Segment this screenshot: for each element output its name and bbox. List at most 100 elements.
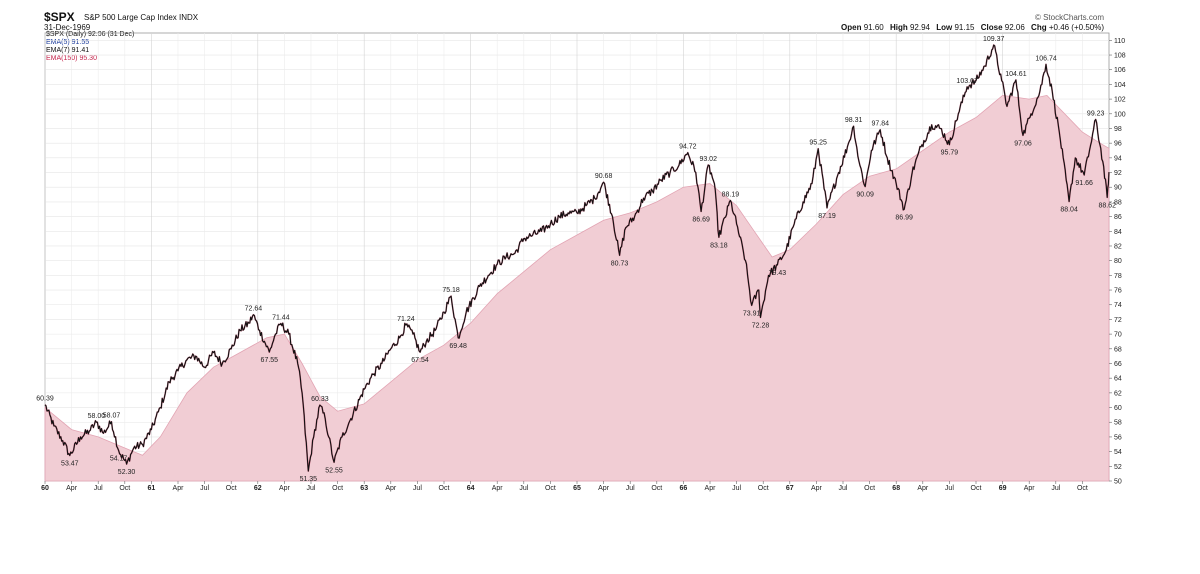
price-annotation: 90.68	[595, 173, 613, 180]
x-tick-label: Apr	[66, 485, 78, 492]
x-tick-label: 68	[892, 485, 900, 492]
price-annotation: 97.06	[1014, 140, 1032, 147]
x-tick-label: 61	[148, 485, 156, 492]
y-tick-label: 52	[1114, 464, 1122, 471]
price-annotation: 79.43	[769, 270, 787, 277]
price-annotation: 95.25	[809, 140, 827, 147]
y-tick-label: 72	[1114, 317, 1122, 324]
x-tick-label: Jul	[626, 485, 635, 492]
price-annotation: 106.74	[1035, 55, 1057, 62]
x-tick-label: Oct	[439, 485, 450, 492]
x-tick-label: Jul	[945, 485, 954, 492]
price-annotation: 87.19	[818, 213, 836, 220]
price-annotation: 52.55	[325, 467, 343, 474]
x-tick-label: Oct	[332, 485, 343, 492]
high-value: 92.94	[909, 23, 931, 32]
chg-label: Chg	[1031, 23, 1047, 32]
y-tick-label: 80	[1114, 258, 1122, 265]
y-axis: 50 52 54 56 58 60 62 64 66 68 70 72 74 76 78 80 82 84 86 88…	[1109, 38, 1126, 486]
x-tick-label: Oct	[758, 485, 769, 492]
price-annotation: 75.18	[442, 287, 460, 294]
y-tick-label: 56	[1114, 434, 1122, 441]
y-tick-label: 110	[1114, 38, 1125, 45]
price-annotation: 60.39	[36, 396, 54, 403]
price-annotation: 72.64	[245, 306, 263, 313]
x-tick-label: Apr	[1024, 485, 1036, 492]
x-tick-label: Apr	[492, 485, 504, 492]
chart-symbol: $SPX	[44, 10, 75, 24]
x-tick-label: Apr	[173, 485, 185, 492]
y-tick-label: 82	[1114, 243, 1122, 250]
price-annotation: 52.30	[118, 469, 136, 476]
y-tick-label: 94	[1114, 155, 1122, 162]
y-tick-label: 54	[1114, 449, 1122, 456]
y-tick-label: 108	[1114, 53, 1126, 60]
x-tick-label: Oct	[1077, 485, 1088, 492]
price-series	[44, 44, 1110, 472]
x-tick-label: Jul	[1051, 485, 1060, 492]
x-tick-label: 65	[573, 485, 581, 492]
low-value: 91.15	[954, 23, 975, 32]
x-tick-label: Apr	[705, 485, 717, 492]
y-tick-label: 90	[1114, 185, 1122, 192]
chart-description: S&P 500 Large Cap Index INDX	[84, 13, 199, 22]
legend-ema7: EMA(7) 91.41	[46, 47, 90, 54]
open-label: Open	[841, 23, 862, 32]
price-annotation: 88.19	[722, 192, 740, 199]
x-tick-label: 66	[680, 485, 688, 492]
y-tick-label: 100	[1114, 111, 1126, 118]
y-tick-label: 92	[1114, 170, 1122, 177]
x-tick-label: Jul	[94, 485, 103, 492]
price-annotation: 88.62	[1098, 202, 1116, 209]
y-tick-label: 62	[1114, 390, 1122, 397]
price-annotation: 51.35	[300, 476, 318, 483]
y-tick-label: 68	[1114, 346, 1122, 353]
y-tick-label: 50	[1114, 479, 1122, 486]
y-tick-label: 106	[1114, 67, 1126, 74]
x-tick-label: Oct	[119, 485, 130, 492]
price-annotation: 67.55	[261, 357, 279, 364]
close-label: Close	[980, 23, 1003, 32]
price-annotation: 99.23	[1087, 110, 1105, 117]
x-tick-label: Oct	[864, 485, 875, 492]
watermark: © StockCharts.com	[1034, 13, 1104, 22]
price-annotation: 58.07	[103, 413, 121, 420]
y-tick-label: 76	[1114, 288, 1122, 295]
y-tick-label: 58	[1114, 420, 1122, 427]
price-annotation: 97.84	[871, 121, 889, 128]
chart-date: 31-Dec-1969	[44, 23, 91, 32]
x-tick-label: 63	[360, 485, 368, 492]
y-tick-label: 102	[1114, 97, 1126, 104]
y-tick-label: 88	[1114, 199, 1122, 206]
y-tick-label: 86	[1114, 214, 1122, 221]
price-annotation: 71.44	[272, 315, 290, 322]
price-annotation: 69.48	[449, 343, 467, 350]
x-tick-label: Jul	[839, 485, 848, 492]
high-label: High	[889, 23, 908, 32]
x-axis: 60 Apr Jul Oct 61 Apr Jul Oct 62 Apr Jul Oct 63 Apr Ju…	[41, 481, 1088, 492]
price-annotation: 73.91	[743, 310, 761, 317]
price-annotation: 83.18	[710, 242, 728, 249]
price-annotation: 104.61	[1005, 71, 1027, 78]
price-annotation: 58.00	[88, 413, 106, 420]
price-annotation: 94.72	[679, 144, 697, 151]
y-tick-label: 78	[1114, 273, 1122, 280]
x-tick-label: Oct	[651, 485, 662, 492]
x-tick-label: 60	[41, 485, 49, 492]
open-value: 91.60	[863, 23, 884, 32]
price-annotation: 60.33	[311, 396, 329, 403]
y-tick-label: 96	[1114, 141, 1122, 148]
price-annotation: 71.24	[397, 316, 415, 323]
price-annotation: 91.66	[1075, 180, 1093, 187]
x-tick-label: Jul	[732, 485, 741, 492]
x-tick-label: Oct	[226, 485, 237, 492]
price-annotation: 95.79	[941, 150, 959, 157]
y-tick-label: 64	[1114, 376, 1122, 383]
x-tick-label: Apr	[811, 485, 823, 492]
price-annotation: 93.02	[699, 156, 717, 163]
x-tick-label: Jul	[307, 485, 316, 492]
price-annotation: 86.99	[895, 214, 913, 221]
price-annotation: 72.28	[752, 322, 770, 329]
